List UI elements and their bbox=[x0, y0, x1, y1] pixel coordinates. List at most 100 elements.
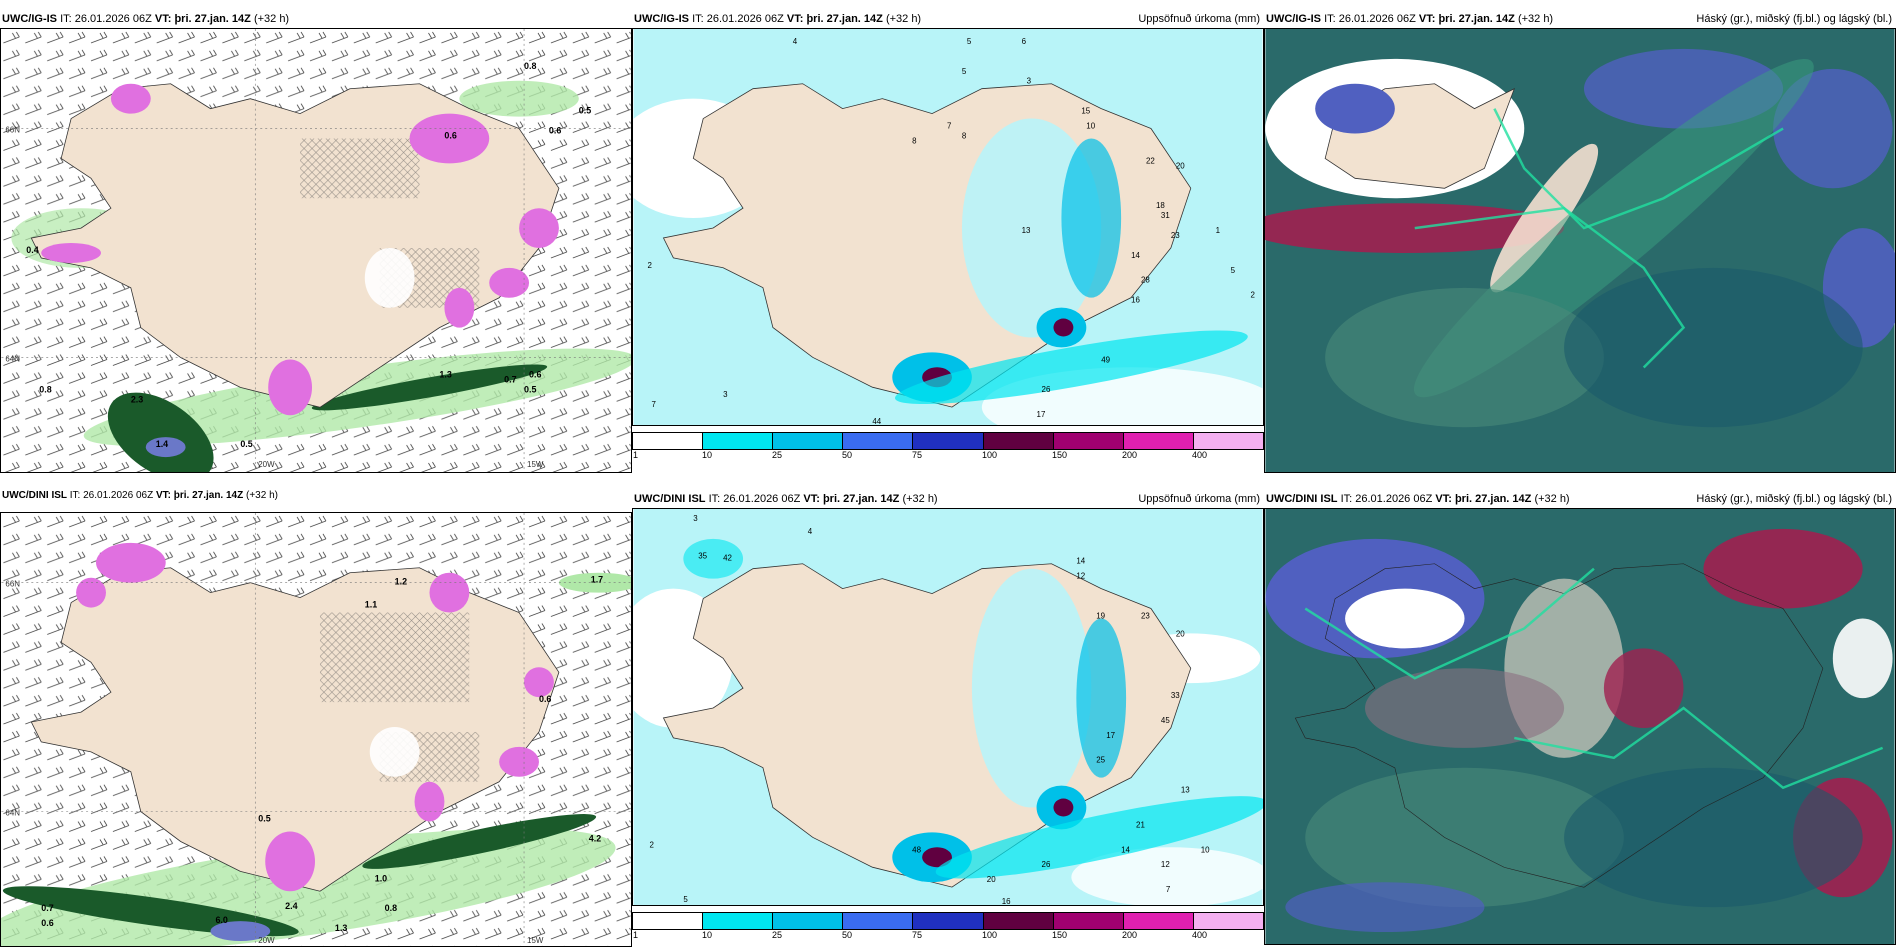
lead-time: (+32 h) bbox=[1534, 493, 1570, 505]
legend-swatch bbox=[1123, 433, 1194, 449]
legend-ticks: 1 10 25 50 75 100 150 200 400 bbox=[632, 450, 1264, 462]
map-svg-r2c3 bbox=[1265, 509, 1895, 944]
legend-swatch bbox=[633, 913, 704, 929]
vt-value: þri. 27.jan. 14Z bbox=[174, 13, 251, 25]
panel-header: UWC/IG-IS IT: 26.01.2026 06Z VT: þri. 27… bbox=[632, 10, 1264, 28]
panel-header: UWC/DINI ISL IT: 26.01.2026 06Z VT: þri.… bbox=[1264, 490, 1896, 508]
legend-swatch bbox=[913, 913, 984, 929]
value-label: 0.8 bbox=[39, 384, 51, 394]
panel-title: Uppsöfnuð úrkoma (mm) bbox=[1138, 13, 1260, 25]
value-label: 4.2 bbox=[589, 833, 601, 843]
value-label: 14 bbox=[1131, 251, 1140, 260]
legend-tick: 10 bbox=[702, 930, 713, 940]
value-label: 23 bbox=[1171, 231, 1180, 240]
legend-swatch bbox=[1123, 913, 1194, 929]
legend-swatch bbox=[1053, 913, 1124, 929]
legend-swatch bbox=[773, 433, 844, 449]
value-label: 4 bbox=[808, 527, 813, 536]
value-label: 19 bbox=[1096, 611, 1105, 620]
value-label: 7 bbox=[947, 121, 952, 130]
it-label: IT: bbox=[1324, 13, 1336, 25]
value-label: 23 bbox=[1141, 611, 1150, 620]
value-label: 48 bbox=[912, 845, 921, 854]
panel-r1c1: UWC/IG-IS IT: 26.01.2026 06Z VT: þri. 27… bbox=[0, 10, 632, 473]
value-label: 0.8 bbox=[385, 903, 397, 913]
value-label: 17 bbox=[1037, 410, 1046, 419]
value-label: 4 bbox=[793, 37, 798, 46]
map-svg-r2c2: 3 4 12 14 23 20 19 33 35 42 45 25 21 14 … bbox=[633, 509, 1263, 905]
wind-precip-map[interactable]: 66N 64N 20W 15W 0.8 0.6 0.5 0.6 0.4 0.8 … bbox=[0, 28, 632, 473]
vt-label: VT: bbox=[1435, 493, 1452, 505]
legend-tick: 1 bbox=[633, 450, 639, 460]
value-label: 6.0 bbox=[215, 915, 227, 925]
lead-time: (+32 h) bbox=[246, 490, 278, 501]
legend-swatch bbox=[1193, 913, 1263, 929]
value-label: 3 bbox=[723, 390, 728, 399]
legend-swatch bbox=[703, 913, 774, 929]
vt-value: þri. 27.jan. 14Z bbox=[173, 490, 244, 501]
value-label: 0.6 bbox=[444, 131, 456, 141]
value-label: 14 bbox=[1121, 845, 1130, 854]
precip-map[interactable]: 3 4 12 14 23 20 19 33 35 42 45 25 21 14 … bbox=[632, 508, 1264, 906]
value-label: 1.1 bbox=[365, 600, 377, 610]
model-name: UWC/IG-IS bbox=[634, 13, 689, 25]
value-label: 3 bbox=[693, 514, 698, 523]
cloud-map[interactable] bbox=[1264, 28, 1896, 473]
value-label: 2 bbox=[1250, 291, 1255, 300]
lat-label: 66N bbox=[5, 580, 20, 589]
legend-swatch bbox=[983, 913, 1054, 929]
value-label: 33 bbox=[1171, 691, 1180, 700]
lat-label: 66N bbox=[5, 126, 20, 135]
panel-r2c1: UWC/DINI ISL IT: 26.01.2026 06Z VT: þri.… bbox=[0, 490, 632, 947]
value-label: 1.3 bbox=[439, 369, 451, 379]
legend-tick: 100 bbox=[982, 930, 998, 940]
value-label: 1.3 bbox=[335, 923, 347, 933]
it-value: 26.01.2026 06Z bbox=[1338, 13, 1416, 25]
legend-tick: 10 bbox=[702, 450, 713, 460]
value-label: 0.5 bbox=[258, 814, 270, 824]
it-label: IT: bbox=[692, 13, 704, 25]
lat-label: 64N bbox=[5, 354, 20, 363]
value-label: 35 bbox=[698, 552, 707, 561]
panel-r2c2: UWC/DINI ISL IT: 26.01.2026 06Z VT: þri.… bbox=[632, 490, 1264, 945]
lon-label: 20W bbox=[258, 936, 275, 945]
model-name: UWC/IG-IS bbox=[2, 13, 57, 25]
lead-time: (+32 h) bbox=[253, 13, 290, 25]
value-label: 17 bbox=[1106, 731, 1115, 740]
legend-swatch bbox=[983, 433, 1054, 449]
value-label: 15 bbox=[1081, 107, 1090, 116]
value-label: 5 bbox=[683, 895, 688, 904]
legend-tick: 150 bbox=[1052, 450, 1068, 460]
legend-swatch bbox=[773, 913, 844, 929]
value-label: 8 bbox=[962, 131, 967, 140]
value-label: 0.7 bbox=[41, 903, 53, 913]
panel-header: UWC/IG-IS IT: 26.01.2026 06Z VT: þri. 27… bbox=[1264, 10, 1896, 28]
legend-tick: 1 bbox=[633, 930, 639, 940]
it-label: IT: bbox=[1340, 493, 1353, 505]
value-label: 20 bbox=[1176, 161, 1185, 170]
panel-r2c3: UWC/DINI ISL IT: 26.01.2026 06Z VT: þri.… bbox=[1264, 490, 1896, 945]
value-label: 0.7 bbox=[504, 374, 516, 384]
value-label: 1.7 bbox=[591, 575, 603, 585]
legend-tick: 50 bbox=[842, 450, 853, 460]
value-label: 18 bbox=[1156, 201, 1165, 210]
lead-time: (+32 h) bbox=[1517, 13, 1554, 25]
cloud-map[interactable] bbox=[1264, 508, 1896, 945]
value-label: 1 bbox=[1216, 226, 1221, 235]
panel-r1c2: UWC/IG-IS IT: 26.01.2026 06Z VT: þri. 27… bbox=[632, 10, 1264, 465]
value-label: 2.4 bbox=[285, 901, 297, 911]
wind-precip-map[interactable]: 66N 64N 20W 15W 1.2 1.1 1.7 0.6 4.2 1.0 … bbox=[0, 512, 632, 947]
value-label: 2.3 bbox=[131, 394, 143, 404]
it-value: 26.01.2026 06Z bbox=[706, 13, 784, 25]
value-label: 45 bbox=[1161, 716, 1170, 725]
value-label: 16 bbox=[1002, 897, 1011, 905]
legend-colorbar bbox=[632, 912, 1264, 930]
precip-map[interactable]: 4 5 6 3 5 13 15 10 7 8 22 20 23 18 31 16… bbox=[632, 28, 1264, 426]
iceland-coastline bbox=[1294, 563, 1824, 888]
value-label: 13 bbox=[1022, 226, 1031, 235]
value-label: 13 bbox=[1181, 786, 1190, 795]
vt-label: VT: bbox=[154, 13, 172, 25]
value-label: 20 bbox=[987, 875, 996, 884]
panel-r1c3: UWC/IG-IS IT: 26.01.2026 06Z VT: þri. 27… bbox=[1264, 10, 1896, 473]
value-label: 0.6 bbox=[549, 126, 561, 136]
